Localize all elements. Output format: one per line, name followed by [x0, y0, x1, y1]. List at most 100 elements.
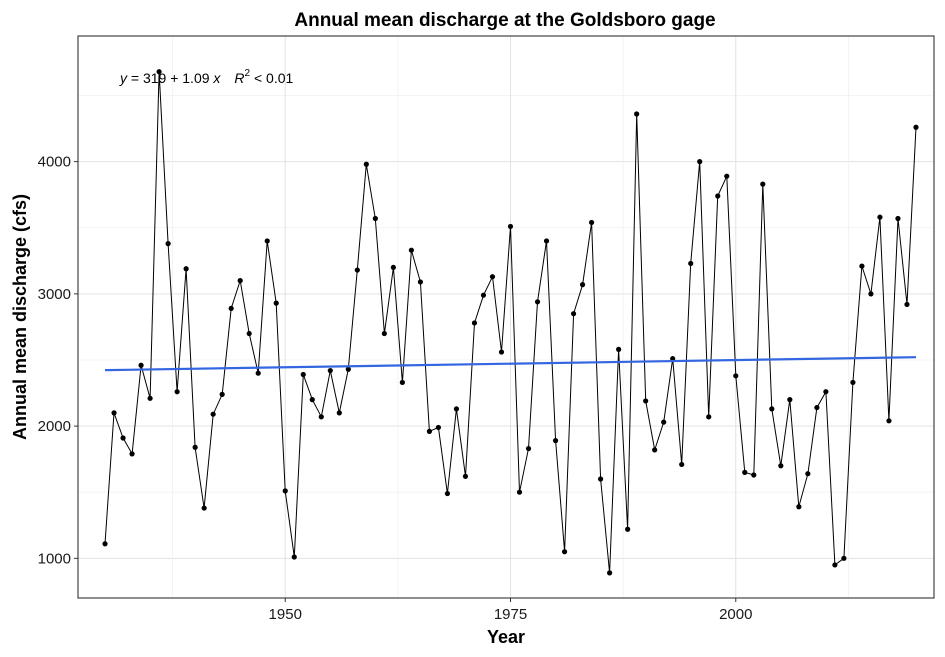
- data-point: [516, 489, 523, 495]
- x-tick-label: 1975: [494, 606, 527, 623]
- data-point: [652, 447, 658, 453]
- data-point: [706, 414, 712, 420]
- data-point: [165, 241, 171, 247]
- data-point: [264, 238, 270, 244]
- data-point: [607, 570, 613, 576]
- data-point: [219, 391, 225, 397]
- data-point: [111, 410, 117, 416]
- data-point: [670, 356, 676, 362]
- data-point: [661, 419, 667, 425]
- r-squared-value: < 0.01: [250, 70, 293, 86]
- data-point: [192, 444, 198, 450]
- data-point: [552, 438, 559, 444]
- data-point: [751, 472, 757, 478]
- data-point: [760, 181, 766, 187]
- data-point: [408, 247, 414, 253]
- data-point: [354, 267, 360, 273]
- data-point: [877, 214, 883, 220]
- data-point: [381, 330, 387, 337]
- data-point: [498, 349, 505, 355]
- y-tick-label: 2000: [38, 418, 71, 435]
- chart-title: Annual mean discharge at the Goldsboro g…: [294, 10, 715, 31]
- data-point: [291, 554, 297, 560]
- data-point: [895, 215, 901, 222]
- data-point: [201, 505, 207, 511]
- ticks: 1000 2000 3000 4000 1950 1975 2000: [38, 154, 753, 623]
- data-point: [643, 398, 649, 404]
- y-tick-label: 4000: [38, 154, 71, 171]
- data-point: [904, 301, 910, 308]
- data-point: [534, 299, 541, 305]
- data-point: [255, 370, 261, 376]
- data-point: [489, 274, 496, 280]
- data-point: [300, 371, 306, 378]
- regression-equation: y = 319 + 1.09 x R2 < 0.01: [119, 68, 294, 86]
- data-point: [769, 406, 775, 412]
- data-point: [444, 490, 451, 497]
- data-point: [868, 291, 874, 297]
- data-point: [733, 373, 739, 379]
- data-point: [796, 504, 802, 510]
- data-point: [679, 461, 685, 468]
- data-point: [634, 111, 640, 117]
- y-tick-label: 1000: [38, 550, 71, 567]
- data-point: [345, 366, 351, 372]
- data-point: [156, 69, 162, 75]
- data-point: [507, 223, 514, 230]
- data-point: [525, 445, 532, 452]
- data-point: [561, 549, 568, 555]
- data-point: [237, 278, 243, 284]
- data-point: [453, 406, 460, 412]
- data-point: [598, 476, 604, 482]
- data-point: [246, 330, 252, 337]
- data-point: [372, 215, 378, 222]
- r-squared-exponent: 2: [245, 68, 251, 79]
- data-point: [823, 389, 829, 395]
- y-tick-label: 3000: [38, 286, 71, 303]
- data-point: [724, 173, 730, 179]
- data-point: [688, 260, 694, 267]
- x-tick-label: 2000: [719, 606, 752, 623]
- data-point: [471, 320, 478, 326]
- data-point: [742, 469, 748, 475]
- series-layer: [102, 69, 919, 576]
- data-point: [715, 193, 721, 199]
- data-point: [309, 397, 315, 403]
- data-point: [120, 435, 126, 441]
- data-point: [850, 379, 856, 386]
- data-point: [480, 292, 487, 298]
- data-point: [697, 159, 703, 165]
- data-point: [147, 395, 153, 401]
- data-point: [886, 418, 892, 424]
- data-point: [390, 264, 396, 271]
- data-point: [273, 300, 279, 306]
- x-axis-title: Year: [487, 627, 525, 647]
- data-point: [805, 471, 811, 477]
- x-tick-label: 1950: [269, 606, 302, 623]
- data-point: [814, 404, 820, 411]
- data-point: [778, 463, 784, 469]
- data-point: [318, 414, 324, 420]
- data-point: [174, 389, 180, 395]
- data-point: [913, 124, 919, 130]
- data-point: [841, 555, 847, 561]
- equation-y: y: [119, 70, 128, 86]
- y-axis-title: Annual mean discharge (cfs): [10, 194, 30, 440]
- data-point: [183, 266, 189, 272]
- data-point: [435, 424, 442, 431]
- data-point: [210, 411, 216, 417]
- data-point: [570, 311, 577, 317]
- grid: [78, 36, 934, 598]
- data-point: [327, 367, 333, 374]
- data-point: [399, 379, 405, 386]
- data-point: [417, 279, 423, 285]
- r-squared-label: R: [234, 70, 244, 86]
- data-point: [832, 562, 838, 568]
- data-point: [282, 488, 288, 494]
- data-point: [102, 541, 108, 547]
- data-point: [625, 526, 631, 532]
- data-point: [138, 362, 144, 368]
- data-point: [336, 410, 342, 416]
